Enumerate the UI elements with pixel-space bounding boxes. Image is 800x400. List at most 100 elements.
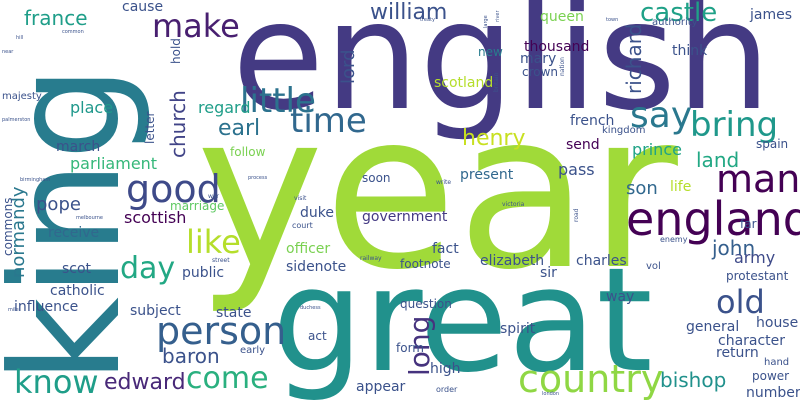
word-majesty: majesty (2, 91, 42, 102)
word-nation: nation (559, 57, 566, 76)
word-charles: charles (576, 253, 627, 269)
word-like: like (186, 223, 241, 261)
word-bishop: bishop (660, 368, 727, 392)
word-melbourne: melbourne (76, 215, 103, 221)
word-richard: richard (622, 23, 646, 94)
word-house: house (756, 315, 799, 331)
word-army: army (734, 248, 776, 267)
word-day: day (120, 251, 176, 286)
word-cause: cause (122, 0, 164, 15)
word-country: country (518, 357, 664, 400)
word-visit: visit (294, 195, 307, 202)
word-road: road (573, 208, 580, 223)
word-receive: receive (48, 225, 100, 241)
word-spirit: spirit (500, 321, 536, 337)
word-crown: crown (522, 65, 559, 79)
word-spain: spain (756, 137, 789, 151)
word-way: way (606, 289, 635, 305)
word-march: march (56, 139, 101, 155)
word-return: return (716, 345, 759, 361)
word-french: french (570, 113, 615, 129)
word-order: order (436, 385, 458, 394)
word-victoria: victoria (502, 201, 525, 208)
word-john: john (712, 236, 756, 260)
word-large: large (483, 15, 489, 28)
word-appear: appear (356, 379, 406, 395)
word-land: land (696, 148, 740, 172)
word-letter: letter (143, 111, 157, 144)
word-duchess: duchess (300, 305, 321, 311)
word-make: make (152, 7, 240, 45)
word-sidenote: sidenote (286, 259, 347, 275)
word-catholic: catholic (50, 283, 105, 299)
word-birmingham: birmingham (20, 177, 51, 183)
word-public: public (182, 265, 225, 281)
word-france: france (24, 6, 88, 30)
word-pass: pass (558, 160, 595, 179)
word-vol: vol (646, 261, 661, 272)
word-old: old (716, 283, 765, 321)
word-authority: authority (652, 17, 698, 28)
word-follow: follow (230, 145, 266, 159)
word-officer: officer (286, 241, 331, 257)
word-henry: henry (462, 126, 526, 151)
word-duke: duke (300, 205, 334, 221)
word-scot: scot (62, 261, 92, 277)
word-bring: bring (690, 105, 779, 145)
word-think: think (672, 43, 708, 59)
word-son: son (626, 178, 658, 199)
word-state: state (216, 305, 252, 321)
word-soon: soon (362, 171, 391, 185)
word-present: present (460, 167, 514, 183)
word-form: form (396, 341, 424, 355)
word-court: court (292, 221, 313, 230)
word-general: general (686, 319, 740, 335)
word-mile: mile (8, 307, 19, 313)
word-common: common (62, 29, 84, 35)
word-write: write (436, 179, 452, 186)
word-england: england (626, 192, 800, 246)
word-elizabeth: elizabeth (480, 253, 545, 269)
word-process: process (248, 175, 268, 181)
word-earl: earl (218, 116, 261, 141)
word-year: year (196, 66, 678, 317)
word-parliament: parliament (70, 154, 158, 173)
word-new: new (478, 45, 503, 59)
word-river: river (495, 10, 501, 22)
word-britain: britain (493, 72, 500, 92)
word-power: power (752, 369, 790, 383)
word-hand: hand (764, 357, 790, 368)
word-high: high (430, 361, 461, 377)
word-question: question (400, 297, 452, 311)
word-number: number (746, 385, 800, 400)
word-little: little (240, 81, 316, 121)
word-town: town (606, 17, 619, 23)
word-person: person (156, 309, 287, 353)
word-hill: hill (16, 35, 24, 41)
word-railway: railway (360, 255, 382, 262)
word-near: near (2, 49, 14, 55)
word-character: character (718, 333, 786, 349)
word-james: james (750, 7, 793, 23)
word-scotland: scotland (434, 75, 494, 91)
word-sir: sir (540, 265, 557, 281)
word-baron: baron (162, 344, 220, 368)
word-church: church (166, 90, 190, 158)
word-regard: regard (198, 98, 251, 117)
word-send: send (566, 137, 600, 153)
word-street: street (212, 257, 230, 264)
word-thousand: thousand (524, 39, 590, 55)
word-time: time (290, 101, 367, 141)
word-great: great (272, 236, 653, 400)
word-castle: castle (640, 0, 718, 28)
word-scottish: scottish (124, 208, 187, 227)
word-palmerston: palmerston (2, 117, 31, 123)
word-london: london (542, 391, 560, 397)
word-footnote: footnote (400, 257, 451, 271)
word-queen: queen (540, 9, 584, 25)
word-pope: pope (36, 194, 81, 215)
word-act: act (308, 329, 327, 343)
word-prince: prince (632, 140, 682, 159)
word-good: good (126, 167, 221, 211)
